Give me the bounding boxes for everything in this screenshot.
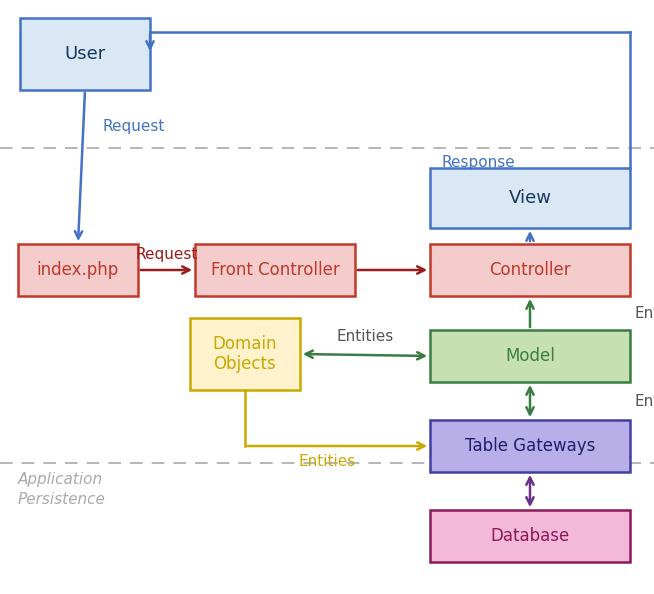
FancyBboxPatch shape <box>430 510 630 562</box>
Text: Application: Application <box>18 472 103 487</box>
Text: Database: Database <box>490 527 570 545</box>
Text: Domain
Objects: Domain Objects <box>213 334 277 374</box>
Text: index.php: index.php <box>37 261 119 279</box>
FancyBboxPatch shape <box>430 244 630 296</box>
Text: Controller: Controller <box>489 261 571 279</box>
Text: Persistence: Persistence <box>18 492 106 507</box>
Text: Entities: Entities <box>336 329 394 344</box>
FancyBboxPatch shape <box>195 244 355 296</box>
FancyBboxPatch shape <box>190 318 300 390</box>
Text: Request: Request <box>135 247 198 262</box>
Text: Entities: Entities <box>299 454 356 469</box>
Text: Response: Response <box>441 156 515 170</box>
FancyBboxPatch shape <box>430 420 630 472</box>
Text: Request: Request <box>103 119 165 134</box>
FancyBboxPatch shape <box>20 18 150 90</box>
Text: Entities: Entities <box>635 305 654 321</box>
Text: Model: Model <box>505 347 555 365</box>
Text: Front Controller: Front Controller <box>211 261 339 279</box>
FancyBboxPatch shape <box>430 330 630 382</box>
Text: Entities: Entities <box>635 393 654 409</box>
Text: Table Gateways: Table Gateways <box>465 437 595 455</box>
Text: User: User <box>64 45 106 63</box>
FancyBboxPatch shape <box>430 168 630 228</box>
Text: View: View <box>509 189 551 207</box>
FancyBboxPatch shape <box>18 244 138 296</box>
